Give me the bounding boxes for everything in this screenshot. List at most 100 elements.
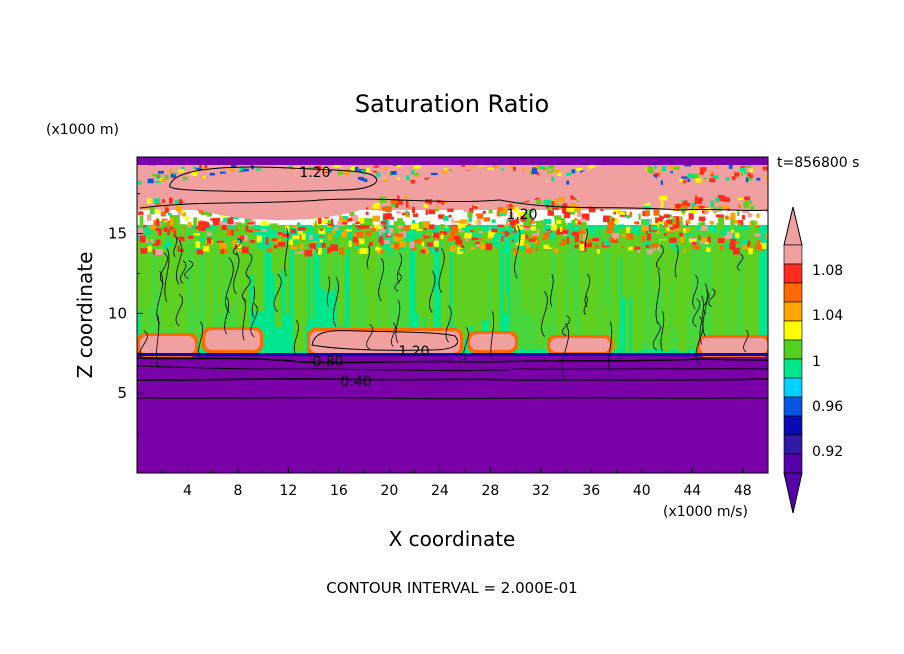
noise-cell (581, 213, 590, 221)
noise-cell (256, 235, 262, 243)
noise-cell (480, 242, 486, 249)
noise-cell (698, 235, 701, 240)
noise-cell (493, 165, 499, 169)
noise-cell (665, 219, 674, 224)
noise-cell (307, 244, 313, 247)
noise-cell (766, 232, 768, 240)
contour-line (245, 253, 253, 279)
noise-cell (179, 244, 187, 249)
noise-cell (288, 239, 294, 245)
noise-cell (522, 234, 529, 239)
noise-cell (686, 233, 693, 237)
noise-cell (519, 234, 526, 240)
noise-cell (236, 236, 242, 244)
noise-cell (169, 197, 173, 204)
noise-cell (704, 241, 709, 245)
noise-cell (399, 240, 406, 248)
noise-cell (164, 205, 169, 209)
noise-cell (588, 205, 596, 213)
noise-cell (491, 228, 498, 233)
noise-cell (421, 247, 429, 250)
noise-cell (737, 222, 741, 228)
noise-cell (470, 230, 474, 233)
noise-cell (519, 245, 526, 250)
contour-line (743, 329, 749, 353)
noise-cell (405, 199, 412, 207)
noise-cell (247, 222, 255, 225)
noise-cell (330, 244, 339, 252)
noise-cell (704, 199, 710, 205)
noise-cell (584, 242, 592, 247)
noise-cell (698, 222, 706, 226)
noise-cell (730, 238, 737, 245)
noise-cell (380, 249, 384, 254)
streak (632, 234, 641, 352)
noise-cell (237, 243, 242, 248)
noise-cell (560, 226, 563, 232)
noise-cell (310, 243, 316, 250)
noise-cell (537, 225, 543, 230)
noise-cell (246, 217, 250, 221)
green-streaks (137, 215, 768, 352)
noise-cell (319, 228, 324, 231)
noise-cell (721, 249, 728, 252)
noise-cell (611, 233, 619, 239)
noise-cell (694, 198, 702, 204)
noise-cell (192, 166, 197, 169)
noise-cell (665, 227, 672, 231)
y-axis-label: Z coordinate (73, 252, 97, 379)
noise-cell (531, 168, 538, 174)
x-tick-label: 12 (280, 483, 298, 499)
noise-cell (697, 205, 705, 209)
noise-cell (226, 228, 234, 236)
noise-cell (506, 201, 509, 207)
noise-cell (649, 218, 652, 225)
noise-cell (576, 167, 583, 171)
noise-cell (480, 237, 483, 241)
noise-cell (206, 232, 213, 236)
noise-cell (618, 224, 625, 229)
noise-cell (239, 235, 245, 241)
noise-cell (270, 223, 278, 230)
noise-cell (380, 220, 387, 225)
noise-cell (563, 212, 571, 219)
noise-cell (137, 180, 142, 185)
contour-line (169, 166, 378, 192)
noise-cell (396, 177, 400, 180)
noise-cell (540, 246, 543, 249)
noise-cell (746, 165, 752, 168)
streak (474, 246, 484, 295)
noise-cell (679, 218, 682, 221)
noise-cell (468, 217, 472, 223)
noise-cell (412, 213, 419, 217)
noise-cell (421, 241, 425, 247)
noise-cell (532, 233, 539, 236)
contour-line (311, 330, 459, 351)
noise-cell (152, 174, 159, 177)
noise-cell (566, 180, 570, 185)
noise-cell (232, 217, 239, 220)
noise-cell (366, 206, 369, 210)
noise-cell (383, 166, 388, 170)
noise-cell (426, 235, 435, 243)
noise-cell (514, 206, 519, 213)
noise-cell (415, 174, 420, 177)
contour-line (674, 245, 679, 278)
noise-cell (424, 235, 430, 239)
noise-cell (265, 237, 269, 240)
noise-cell (536, 240, 540, 247)
noise-cell (717, 195, 725, 202)
plot-area (137, 157, 768, 473)
contour-label-3: 1.20 (398, 344, 429, 360)
noise-cell (152, 243, 159, 247)
contour-line (180, 260, 187, 284)
noise-cell (342, 216, 348, 220)
noise-cell (523, 226, 530, 229)
colorbar-top-arrow (783, 206, 803, 246)
streak (505, 224, 513, 295)
noise-cell (425, 199, 433, 205)
streak (625, 241, 629, 352)
noise-cell (541, 238, 549, 242)
noise-cell (395, 202, 399, 208)
noise-cell (679, 232, 683, 237)
